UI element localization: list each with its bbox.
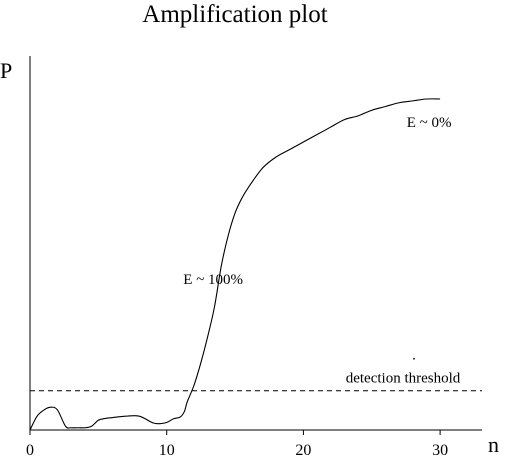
x-ticks: 0 10 20 30 [26, 430, 448, 459]
x-axis-label: n [488, 432, 499, 457]
x-tick-label-30: 30 [432, 442, 448, 459]
annotation-efficiency-0: E ~ 0% [407, 115, 452, 131]
x-tick-label-10: 10 [159, 442, 175, 459]
threshold-mark-dot [413, 357, 415, 360]
x-tick-label-20: 20 [295, 442, 311, 459]
annotation-efficiency-100: E ~ 100% [183, 272, 243, 288]
detection-threshold-label: detection threshold [346, 371, 461, 387]
x-tick-label-0: 0 [26, 442, 34, 459]
amplification-curve [29, 98, 441, 431]
y-axis-label: P [0, 58, 12, 83]
chart-title: Amplification plot [142, 1, 327, 28]
